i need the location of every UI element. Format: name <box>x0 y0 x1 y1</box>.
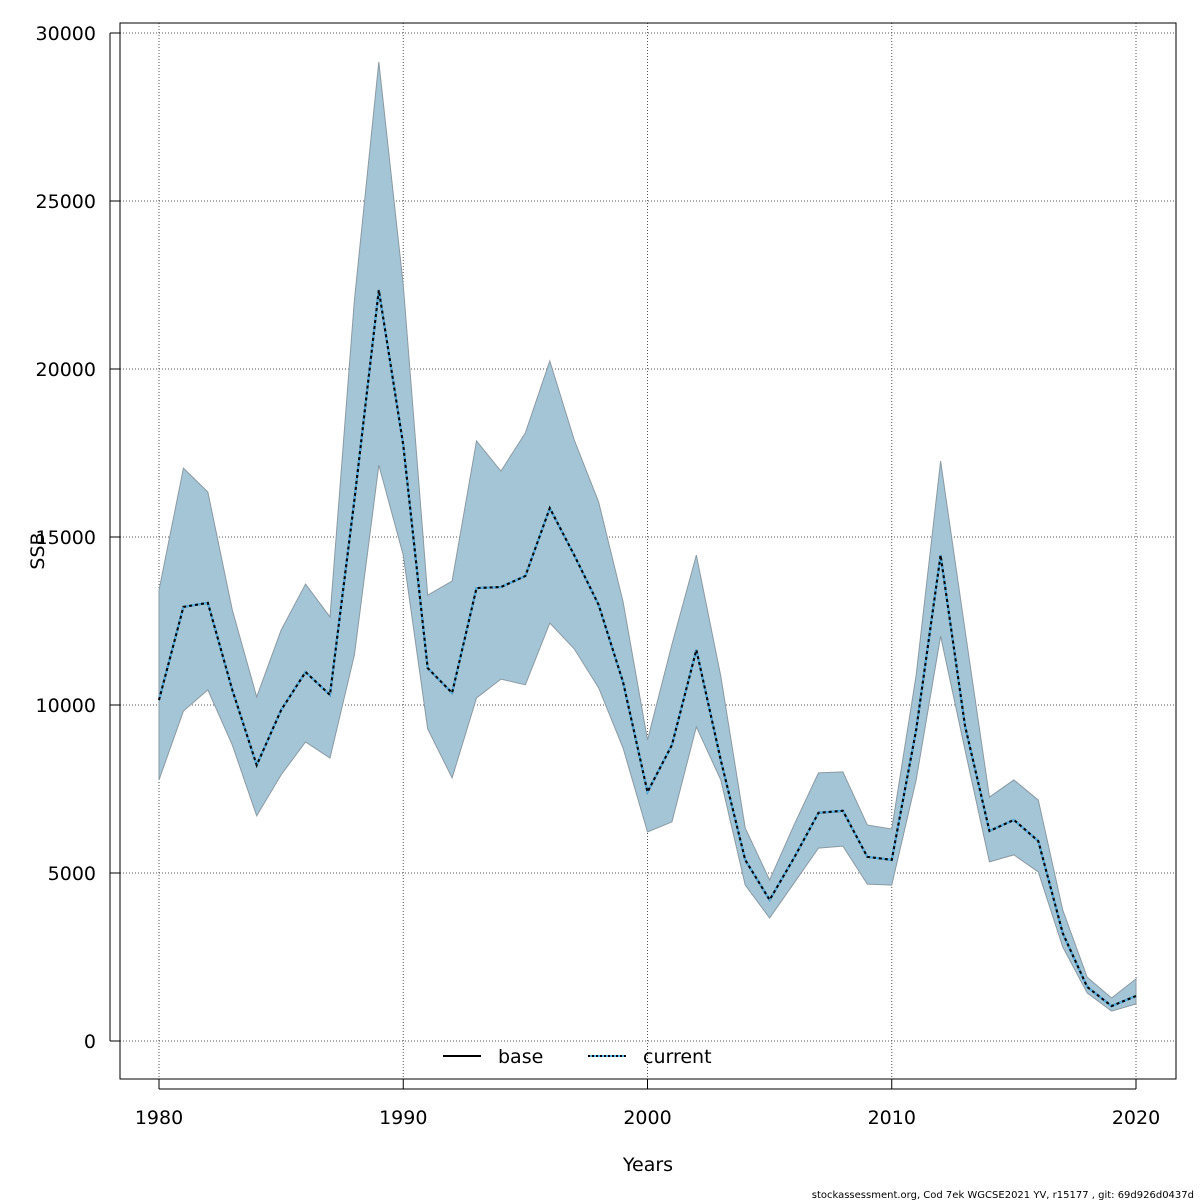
legend-base-label: base <box>498 1046 543 1068</box>
axes: 1980 1990 2000 2010 2020 0 5000 10000 15000 20000… <box>36 23 1161 1129</box>
x-tick-label: 1990 <box>379 1107 427 1129</box>
x-tick-label: 2010 <box>868 1107 916 1129</box>
y-tick-label: 15000 <box>36 527 96 549</box>
y-tick-label: 5000 <box>48 863 96 885</box>
confidence-band <box>158 61 1137 1012</box>
y-tick-label: 10000 <box>36 695 96 717</box>
x-tick-label: 2000 <box>623 1107 671 1129</box>
grid <box>120 23 1176 1079</box>
x-tick-label: 1980 <box>135 1107 183 1129</box>
x-tick-label: 2020 <box>1112 1107 1160 1129</box>
x-axis-label: Years <box>622 1154 673 1176</box>
footer-credit: stockassessment.org, Cod 7ek WGCSE2021 Y… <box>812 1190 1194 1200</box>
legend-current-label: current <box>643 1046 712 1068</box>
y-axis-label: SSB <box>27 532 49 569</box>
confidence-band-area <box>158 61 1137 1012</box>
y-tick-label: 30000 <box>36 23 96 45</box>
legend: base current <box>443 1046 712 1068</box>
y-tick-label: 20000 <box>36 359 96 381</box>
series-lines <box>158 289 1137 1008</box>
y-tick-label: 0 <box>84 1031 96 1053</box>
y-tick-label: 25000 <box>36 191 96 213</box>
series-current-line <box>158 289 1137 1008</box>
